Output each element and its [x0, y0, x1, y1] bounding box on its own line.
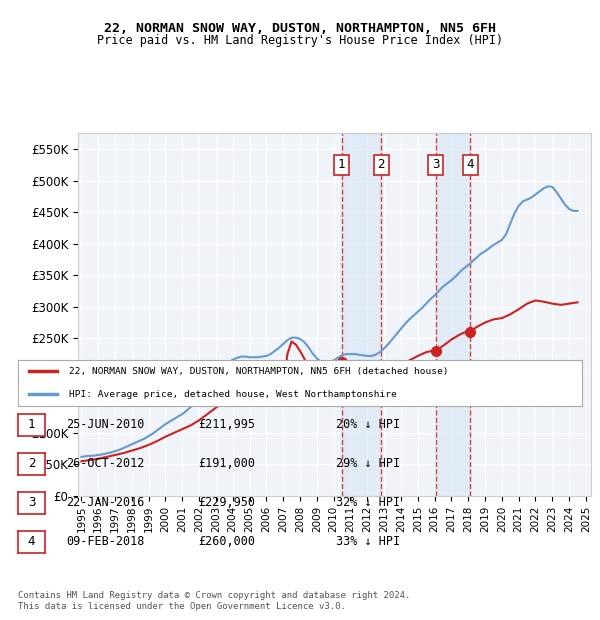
Bar	[436, 133, 470, 496]
Text: Price paid vs. HM Land Registry's House Price Index (HPI): Price paid vs. HM Land Registry's House …	[97, 34, 503, 47]
Text: 29% ↓ HPI: 29% ↓ HPI	[336, 458, 400, 470]
Text: 2: 2	[377, 158, 385, 171]
Text: Contains HM Land Registry data © Crown copyright and database right 2024.
This d: Contains HM Land Registry data © Crown c…	[18, 591, 410, 611]
Text: 20% ↓ HPI: 20% ↓ HPI	[336, 418, 400, 431]
Text: 22, NORMAN SNOW WAY, DUSTON, NORTHAMPTON, NN5 6FH (detached house): 22, NORMAN SNOW WAY, DUSTON, NORTHAMPTON…	[69, 366, 448, 376]
Text: 3: 3	[28, 497, 35, 509]
Text: 32% ↓ HPI: 32% ↓ HPI	[336, 497, 400, 509]
Text: £229,950: £229,950	[198, 497, 255, 509]
Text: 2: 2	[28, 458, 35, 470]
Text: 09-FEB-2018: 09-FEB-2018	[66, 536, 145, 548]
Text: 1: 1	[338, 158, 346, 171]
Text: 25-JUN-2010: 25-JUN-2010	[66, 418, 145, 431]
Text: 26-OCT-2012: 26-OCT-2012	[66, 458, 145, 470]
Text: 1: 1	[28, 418, 35, 431]
Text: £211,995: £211,995	[198, 418, 255, 431]
Text: HPI: Average price, detached house, West Northamptonshire: HPI: Average price, detached house, West…	[69, 390, 397, 399]
Text: 3: 3	[432, 158, 439, 171]
Bar	[342, 133, 381, 496]
Text: 4: 4	[28, 536, 35, 548]
Text: 33% ↓ HPI: 33% ↓ HPI	[336, 536, 400, 548]
Text: £260,000: £260,000	[198, 536, 255, 548]
Text: 4: 4	[466, 158, 474, 171]
Text: 22, NORMAN SNOW WAY, DUSTON, NORTHAMPTON, NN5 6FH: 22, NORMAN SNOW WAY, DUSTON, NORTHAMPTON…	[104, 22, 496, 35]
Text: £191,000: £191,000	[198, 458, 255, 470]
Text: 22-JAN-2016: 22-JAN-2016	[66, 497, 145, 509]
